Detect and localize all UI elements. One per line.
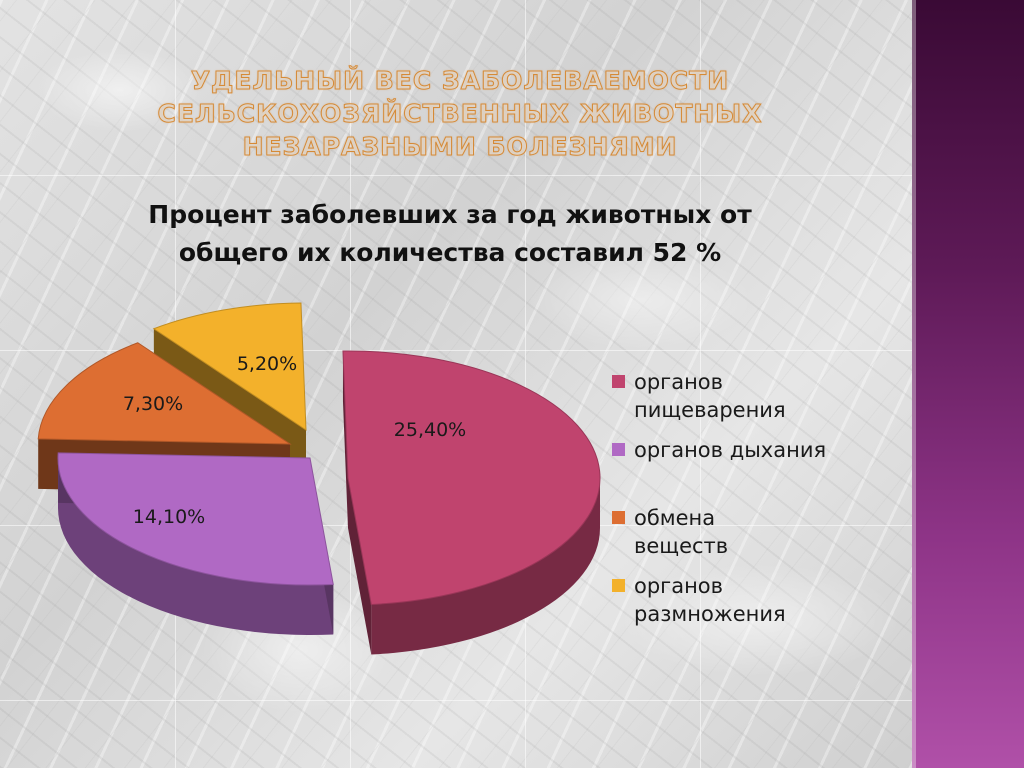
legend-swatch (612, 579, 625, 592)
legend-item: органов размножения (612, 572, 804, 628)
legend-swatch (612, 511, 625, 524)
texture-grid-line (700, 0, 701, 768)
legend-label: органов дыхания (634, 438, 827, 462)
legend-item: органов пищеварения (612, 368, 804, 424)
legend-label: обмена веществ (634, 506, 729, 558)
texture-grid-line (0, 175, 912, 176)
pie-slice-wall (371, 478, 600, 655)
legend-swatch (612, 375, 625, 388)
pie-slice-top (342, 350, 601, 605)
pie-chart: 25,40% 14,10% 7,30% 5,20% (37, 302, 601, 655)
legend-label: органов размножения (634, 574, 786, 626)
decorative-side-bar (912, 0, 1024, 768)
legend-label: органов пищеварения (634, 370, 786, 422)
side-bar-edge (912, 0, 916, 768)
pie-slice (57, 452, 334, 635)
pie-data-label: 5,20% (237, 353, 297, 375)
pie-data-label: 7,30% (123, 393, 183, 415)
pie-slice-top (152, 302, 307, 431)
pie-slice-side (348, 478, 372, 655)
texture-grid-line (0, 350, 912, 351)
legend-item: органов дыхания (612, 436, 874, 464)
pie-data-label: 14,10% (133, 506, 205, 528)
legend-item: обмена веществ (612, 504, 804, 560)
pie-slice-wall (58, 458, 334, 635)
pie-slice-top (37, 342, 292, 445)
texture-grid-line (0, 700, 912, 701)
legend-swatch (612, 443, 625, 456)
slide-title: Удельный вес заболеваемости сельскохозяй… (157, 66, 763, 162)
pie-slice (342, 350, 601, 655)
chart-subtitle: Процент заболевших за год животных от об… (148, 200, 752, 267)
pie-slice-top (57, 452, 334, 586)
texture-grid-line (525, 0, 526, 768)
pie-data-label: 25,40% (394, 419, 466, 441)
